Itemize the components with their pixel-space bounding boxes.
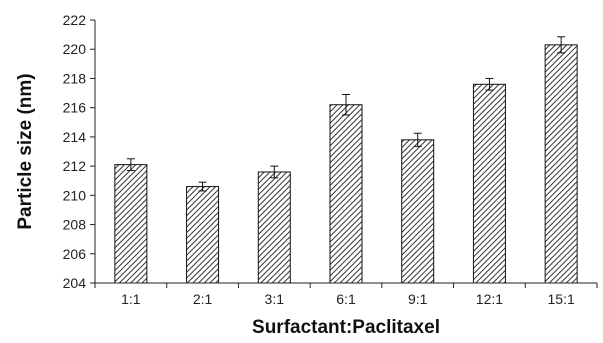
x-tick-label: 6:1 bbox=[336, 291, 356, 307]
y-tick-label: 208 bbox=[63, 217, 87, 233]
y-tick-label: 212 bbox=[63, 158, 87, 174]
y-tick-label: 216 bbox=[63, 100, 87, 116]
bar-1-1 bbox=[114, 164, 148, 284]
x-tick-label: 12:1 bbox=[476, 291, 503, 307]
bar-12-1 bbox=[472, 83, 506, 284]
bar-15-1 bbox=[544, 44, 578, 284]
x-tick-label: 3:1 bbox=[265, 291, 285, 307]
y-tick-label: 222 bbox=[63, 12, 87, 28]
x-axis-title: Surfactant:Paclitaxel bbox=[252, 317, 440, 338]
x-tick-label: 9:1 bbox=[408, 291, 428, 307]
y-axis-ticks: 204 206 208 210 212 214 216 218 220 222 bbox=[63, 12, 95, 291]
x-tick-label: 15:1 bbox=[548, 291, 575, 307]
bar-2-1 bbox=[186, 186, 220, 284]
bar-6-1 bbox=[329, 104, 363, 284]
y-tick-label: 220 bbox=[63, 41, 87, 57]
y-tick-label: 204 bbox=[63, 275, 87, 291]
x-tick-label: 1:1 bbox=[121, 291, 141, 307]
x-tick-label: 2:1 bbox=[193, 291, 213, 307]
bar-9-1 bbox=[401, 139, 435, 284]
x-axis-ticks: 1:1 2:1 3:1 6:1 9:1 12:1 15:1 bbox=[94, 283, 598, 307]
bars bbox=[114, 36, 578, 284]
y-axis-title: Particle size (nm) bbox=[15, 73, 36, 229]
y-tick-label: 210 bbox=[63, 187, 87, 203]
bar-3-1 bbox=[257, 171, 291, 284]
y-tick-label: 214 bbox=[63, 129, 87, 145]
y-tick-label: 206 bbox=[63, 246, 87, 262]
y-tick-label: 218 bbox=[63, 70, 87, 86]
